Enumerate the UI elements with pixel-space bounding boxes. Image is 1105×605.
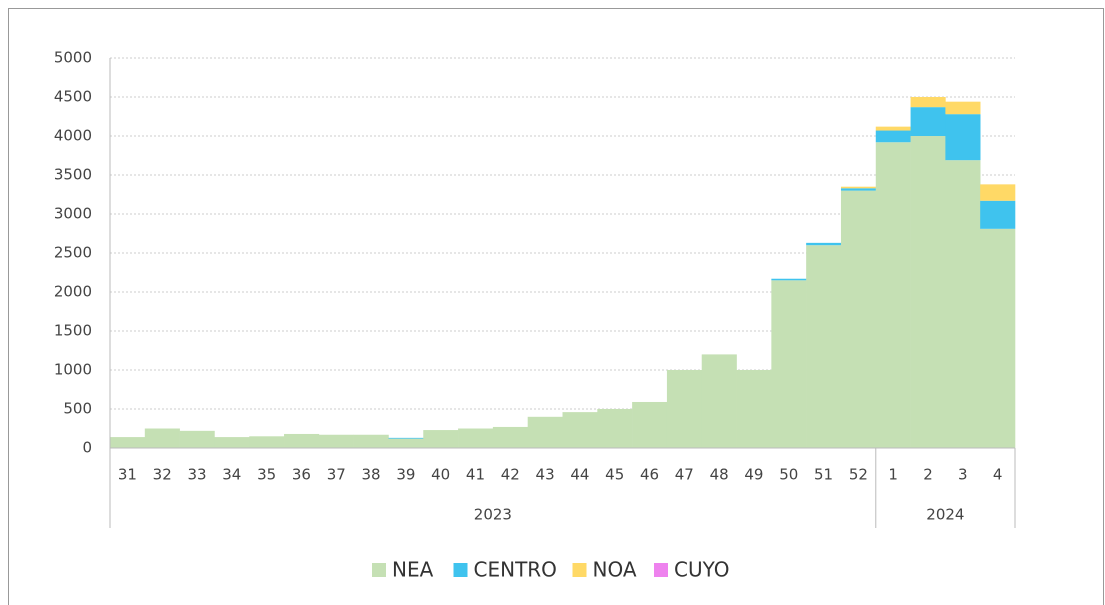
- x-tick-label: 52: [849, 466, 868, 484]
- legend-label: NEA: [392, 558, 434, 582]
- bar-segment: [980, 184, 1016, 201]
- y-tick-label: 1000: [54, 361, 92, 379]
- bar-segment: [771, 280, 807, 448]
- bar-segment: [144, 428, 180, 448]
- bar-segment: [910, 107, 946, 136]
- x-tick-label: 4: [993, 466, 1003, 484]
- bar-segment: [875, 126, 911, 131]
- bar-segment: [945, 114, 981, 161]
- x-tick-label: 1: [888, 466, 898, 484]
- x-tick-label: 34: [222, 466, 241, 484]
- frame: [8, 8, 1104, 605]
- bar-segment: [562, 412, 598, 448]
- bar-segment: [910, 136, 946, 448]
- bar-segment: [806, 245, 842, 448]
- x-tick-label: 36: [292, 466, 311, 484]
- bar-segment: [632, 401, 668, 448]
- bar-segment: [353, 434, 389, 448]
- x-tick-label: 40: [431, 466, 450, 484]
- bar-segment: [771, 278, 807, 281]
- x-tick-label: 33: [187, 466, 206, 484]
- bar-segment: [945, 101, 981, 115]
- x-tick-label: 51: [814, 466, 833, 484]
- y-tick-label: 1500: [54, 322, 92, 340]
- y-tick-label: 4500: [54, 88, 92, 106]
- x-tick-label: 48: [710, 466, 729, 484]
- bar-segment: [318, 434, 354, 448]
- bar-segment: [666, 370, 703, 448]
- bar-segment: [840, 188, 877, 191]
- x-tick-label: 31: [118, 466, 137, 484]
- group-label: 2023: [474, 506, 512, 524]
- y-tick-label: 2500: [54, 244, 92, 262]
- bar-segment: [597, 409, 633, 448]
- bar-segment: [458, 428, 494, 448]
- bar-segment: [388, 437, 424, 439]
- bar-segment: [945, 160, 981, 448]
- x-tick-label: 49: [744, 466, 763, 484]
- bar-segment: [284, 433, 320, 448]
- bar-segment: [492, 426, 528, 448]
- bar-segment: [910, 97, 946, 108]
- x-tick-label: 2: [923, 466, 933, 484]
- x-tick-label: 41: [466, 466, 485, 484]
- bar-segment: [980, 228, 1016, 448]
- y-tick-label: 3500: [54, 166, 92, 184]
- bar-segment: [423, 430, 459, 448]
- x-tick-label: 45: [605, 466, 624, 484]
- legend-label: NOA: [593, 558, 637, 582]
- legend-swatch: [372, 563, 386, 577]
- bar-segment: [701, 354, 737, 448]
- bar-segment: [179, 430, 215, 448]
- x-tick-label: 3: [958, 466, 968, 484]
- x-tick-label: 35: [257, 466, 276, 484]
- x-tick-label: 47: [675, 466, 694, 484]
- x-tick-label: 50: [779, 466, 798, 484]
- bar-segment: [806, 242, 842, 246]
- bar-segment: [980, 200, 1016, 229]
- y-tick-label: 3000: [54, 205, 92, 223]
- legend-swatch: [572, 563, 587, 577]
- y-tick-label: 5000: [54, 49, 92, 67]
- bar-segment: [840, 186, 877, 189]
- bar-segment: [110, 437, 146, 448]
- bar-segment: [214, 437, 250, 448]
- y-tick-label: 2000: [54, 283, 92, 301]
- bar-segment: [840, 190, 877, 448]
- bar-segment: [527, 416, 563, 448]
- y-tick-label: 500: [63, 400, 92, 418]
- group-label: 2024: [926, 506, 964, 524]
- x-tick-label: 44: [570, 466, 589, 484]
- legend-label: CUYO: [674, 558, 729, 582]
- x-tick-label: 37: [327, 466, 346, 484]
- legend-swatch: [654, 563, 668, 577]
- x-tick-label: 32: [153, 466, 172, 484]
- y-tick-label: 0: [82, 439, 92, 457]
- x-tick-label: 39: [396, 466, 415, 484]
- x-tick-label: 43: [536, 466, 555, 484]
- bar-segment: [875, 130, 911, 143]
- bar-segment: [388, 438, 424, 448]
- bar-segment: [249, 436, 285, 448]
- bar-segment: [875, 142, 911, 449]
- legend-label: CENTRO: [474, 558, 557, 582]
- x-tick-label: 38: [362, 466, 381, 484]
- legend-swatch: [453, 563, 468, 577]
- x-tick-label: 42: [501, 466, 520, 484]
- y-tick-label: 4000: [54, 127, 92, 145]
- legend: NEA CENTRO NOA CUYO: [372, 558, 729, 582]
- x-tick-label: 46: [640, 466, 659, 484]
- bar-segment: [736, 370, 772, 448]
